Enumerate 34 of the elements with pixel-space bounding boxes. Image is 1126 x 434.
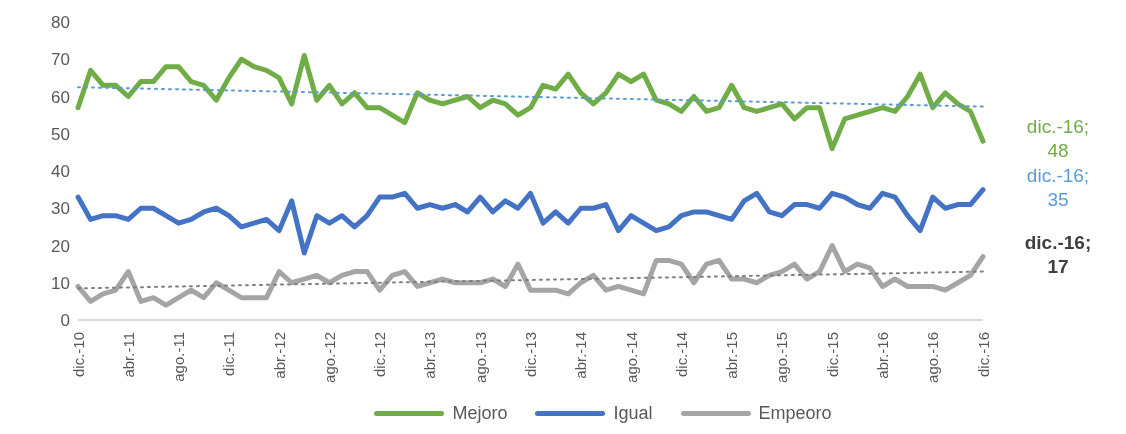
x-tick-label: ago.-16 [924, 332, 942, 383]
x-tick-label: dic.-11 [220, 332, 238, 376]
x-tick-label: dic.-13 [522, 332, 539, 378]
x-tick-label: ago.-14 [622, 332, 640, 383]
y-tick-label: 50 [51, 124, 70, 144]
y-tick-label: 60 [51, 87, 70, 107]
legend-label: Igual [613, 402, 653, 424]
x-tick-label: abr.-11 [119, 332, 137, 378]
x-tick-label: abr.-15 [723, 332, 741, 379]
annotation: dic.-16; 35 [1026, 164, 1090, 210]
x-tick-label: abr.-14 [572, 332, 590, 379]
x-tick-label: ago.-13 [471, 332, 489, 383]
x-tick-label: abr.-13 [421, 332, 439, 379]
x-tick-label: abr.-16 [873, 332, 891, 379]
x-tick-label: dic.-15 [823, 332, 841, 378]
x-tick-label: ago.-12 [320, 332, 338, 383]
x-tick-label: dic.-12 [371, 332, 389, 378]
y-tick-label: 0 [60, 311, 70, 331]
annotation: dic.-16; 48 [1026, 116, 1090, 162]
y-tick-label: 40 [51, 162, 70, 182]
y-tick-label: 30 [51, 199, 70, 219]
x-tick-label: dic.-16 [974, 332, 992, 378]
x-tick-label: ago.-11 [170, 332, 188, 382]
legend-label: Empeoro [758, 402, 832, 424]
y-tick-label: 10 [51, 273, 70, 293]
y-tick-label: 20 [51, 236, 70, 256]
x-tick-label: abr.-12 [270, 332, 288, 379]
x-tick-label: dic.-14 [672, 332, 690, 378]
x-tick-label: ago.-15 [773, 332, 791, 383]
annotation: dic.-16; 17 [1024, 231, 1092, 277]
y-tick-label: 70 [51, 50, 70, 70]
y-tick-label: 80 [51, 13, 70, 33]
legend-label: Mejoro [452, 402, 508, 424]
x-tick-label: dic.-10 [69, 332, 87, 378]
